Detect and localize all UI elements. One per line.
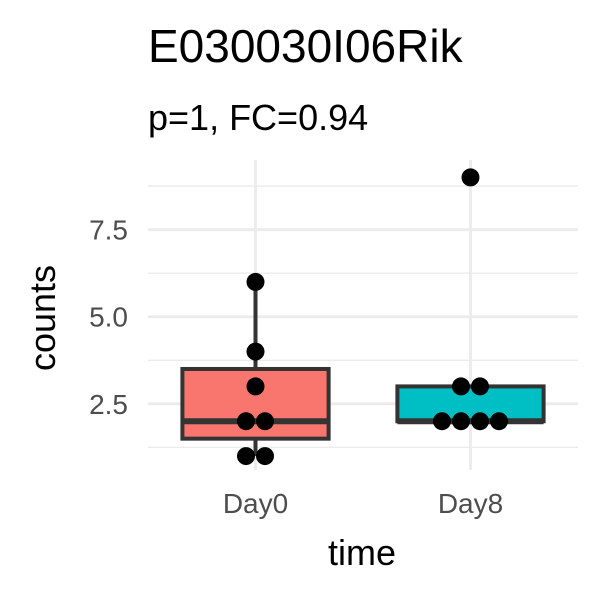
data-point	[256, 412, 274, 431]
y-axis-ticks: 2.5 5.0 7.5	[89, 215, 128, 420]
data-point	[237, 447, 255, 466]
y-tick-label: 5.0	[89, 302, 128, 333]
x-axis-title: time	[328, 532, 396, 573]
data-point	[471, 412, 489, 431]
data-point	[490, 412, 508, 431]
y-tick-label: 2.5	[89, 389, 128, 420]
data-point	[433, 412, 451, 431]
chart-subtitle: p=1, FC=0.94	[148, 97, 368, 138]
data-point	[471, 377, 489, 396]
box-day8	[395, 384, 546, 424]
x-tick-label: Day8	[438, 488, 503, 519]
boxes	[180, 281, 546, 457]
data-point	[237, 412, 255, 431]
y-tick-label: 7.5	[89, 215, 128, 246]
data-point	[452, 412, 470, 431]
y-axis-title: counts	[22, 265, 63, 371]
data-point	[452, 377, 470, 396]
data-point	[461, 168, 480, 187]
x-axis-ticks: Day0 Day8	[223, 488, 503, 519]
data-points	[237, 168, 508, 466]
data-point	[246, 377, 265, 396]
x-tick-label: Day0	[223, 488, 288, 519]
data-point	[246, 342, 265, 361]
data-point	[256, 447, 274, 466]
data-point	[246, 272, 265, 291]
chart-title: E030030I06Rik	[148, 20, 464, 72]
